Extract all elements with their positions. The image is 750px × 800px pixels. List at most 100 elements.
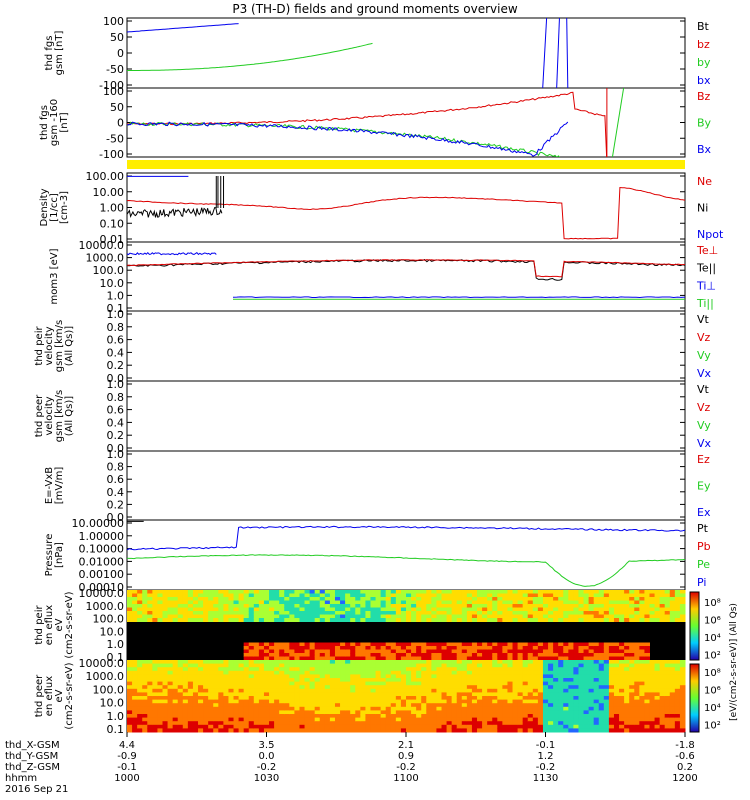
heatmap-cell	[634, 611, 640, 615]
heatmap-cell	[390, 670, 397, 675]
heatmap-cell	[624, 607, 630, 612]
heatmap-cell	[482, 642, 488, 647]
heatmap-cell	[664, 674, 671, 679]
heatmap-cell	[558, 703, 564, 708]
heatmap-cell	[411, 696, 417, 701]
heatmap-cell	[243, 703, 250, 708]
heatmap-cell	[284, 699, 290, 704]
heatmap-cell	[431, 678, 437, 683]
heatmap-cell	[674, 674, 681, 679]
heatmap-cell	[593, 703, 600, 708]
heatmap-cell	[294, 667, 300, 672]
heatmap-cell	[329, 600, 336, 605]
heatmap-cell	[233, 717, 240, 722]
heatmap-cell	[208, 678, 214, 683]
heatmap-cell	[152, 660, 158, 665]
heatmap-cell	[456, 681, 463, 686]
heatmap-cell	[568, 590, 574, 594]
heatmap-cell	[198, 663, 204, 668]
heatmap-cell	[406, 688, 412, 693]
heatmap-cell	[482, 646, 488, 650]
heatmap-cell	[213, 618, 219, 622]
heatmap-cell	[558, 696, 564, 701]
heatmap-cell	[674, 728, 681, 733]
heatmap-cell	[522, 597, 529, 601]
x-tick-label: 1030	[254, 773, 279, 784]
heatmap-cell	[436, 681, 443, 686]
heatmap-cell	[669, 721, 676, 726]
heatmap-cell	[578, 660, 585, 665]
heatmap-cell	[213, 660, 219, 665]
heatmap-cell	[243, 597, 250, 601]
heatmap-cell	[421, 667, 427, 672]
heatmap-cell	[198, 681, 204, 686]
heatmap-cell	[253, 674, 260, 679]
heatmap-cell	[421, 728, 427, 733]
heatmap-cell	[314, 703, 321, 708]
heatmap-cell	[466, 681, 473, 686]
heatmap-cell	[527, 685, 534, 690]
heatmap-cell	[360, 670, 366, 675]
heatmap-cell	[355, 692, 361, 697]
heatmap-cell	[263, 674, 270, 679]
heatmap-cell	[274, 600, 280, 605]
heatmap-cell	[608, 714, 615, 719]
heatmap-cell	[573, 717, 579, 722]
heatmap-cell	[608, 670, 615, 675]
heatmap-cell	[517, 721, 524, 726]
heatmap-cell	[223, 593, 229, 598]
heatmap-cell	[304, 670, 311, 675]
heatmap-cell	[269, 710, 275, 715]
heatmap-cell	[431, 646, 437, 650]
heatmap-cell	[497, 607, 503, 612]
heatmap-cell	[411, 600, 417, 605]
heatmap-cell	[426, 670, 432, 675]
heatmap-cell	[624, 692, 630, 697]
heatmap-cell	[380, 618, 387, 622]
heatmap-cell	[385, 678, 392, 683]
heatmap-cell	[284, 653, 290, 657]
heatmap-cell	[416, 678, 422, 683]
heatmap-cell	[360, 724, 366, 729]
heatmap-cell	[248, 681, 255, 686]
heatmap-cell	[548, 724, 554, 729]
heatmap-cell	[421, 706, 427, 711]
heatmap-cell	[157, 681, 164, 686]
heatmap-cell	[228, 681, 235, 686]
heatmap-cell	[588, 678, 595, 683]
heatmap-cell	[334, 674, 341, 679]
y-tick-label: 10000.0	[79, 587, 125, 600]
heatmap-cell	[446, 688, 453, 693]
heatmap-cell	[309, 721, 316, 726]
heatmap-cell	[477, 663, 483, 668]
heatmap-cell	[553, 696, 559, 701]
heatmap-cell	[679, 667, 686, 672]
heatmap-cell	[542, 646, 549, 650]
heatmap-cell	[299, 706, 306, 711]
heatmap-cell	[416, 724, 422, 729]
heatmap-cell	[598, 642, 605, 647]
heatmap-cell	[548, 611, 554, 615]
heatmap-cell	[253, 593, 260, 598]
heatmap-cell	[390, 607, 397, 612]
y-tick-label: -50	[106, 63, 124, 76]
heatmap-cell	[360, 678, 366, 683]
heatmap-cell	[360, 674, 366, 679]
heatmap-cell	[451, 597, 458, 601]
heatmap-cell	[182, 724, 189, 729]
heatmap-cell	[634, 649, 640, 654]
heatmap-cell	[340, 600, 346, 605]
heatmap-cell	[375, 607, 382, 612]
heatmap-cell	[578, 721, 585, 726]
heatmap-cell	[639, 597, 645, 601]
heatmap-cell	[532, 614, 539, 619]
legend-entry: Pt	[697, 522, 709, 535]
heatmap-cell	[502, 593, 508, 598]
heatmap-cell	[613, 593, 620, 598]
heatmap-cell	[294, 688, 300, 693]
heatmap-cell	[400, 667, 407, 672]
heatmap-cell	[608, 590, 615, 594]
heatmap-cell	[390, 663, 397, 668]
heatmap-cell	[127, 614, 133, 619]
heatmap-cell	[350, 642, 356, 647]
